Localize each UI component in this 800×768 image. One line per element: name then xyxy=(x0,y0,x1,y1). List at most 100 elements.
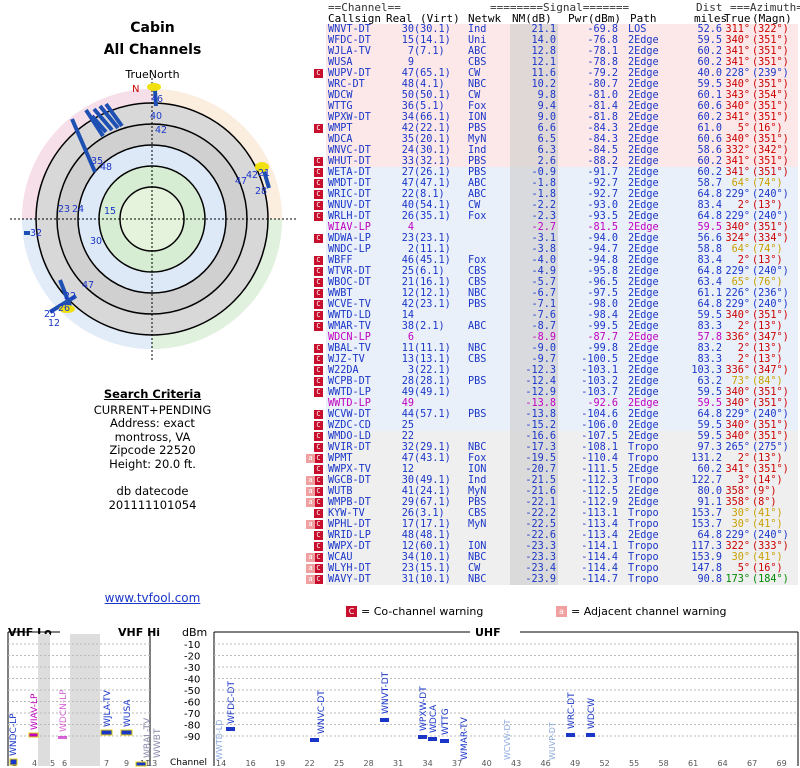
table-row[interactable]: WCAU 34 (10.1) NBC -23.3 -114.4 Tropo 153.9 30°(… xyxy=(306,552,800,563)
cell-virt: (54.1) xyxy=(414,200,451,211)
table-row[interactable]: WUSA 9 CBS 12.1 -78.8 2Edge 60.2 341° (351°) xyxy=(306,57,800,68)
vhf-hi-label: VHF Hi xyxy=(118,626,160,639)
table-row[interactable]: WRIC-DT 22 (8.1) ABC -1.8 -92.7 2Edge 64.8 229°(… xyxy=(306,189,800,200)
table-row[interactable]: WWPX-DT 12 (60.1) ION -23.3 -114.1 Tropo 117.3 3… xyxy=(306,541,800,552)
cell-virt: (45.1) xyxy=(414,255,451,266)
cell-callsign: WWTD-LP xyxy=(328,398,371,409)
cell-pwr: -88.2 xyxy=(587,156,618,167)
cell-path: 2Edge xyxy=(628,211,659,222)
table-row[interactable]: WWTD-LP 49 -13.8 -92.6 2Edge 59.5 340° (351°) xyxy=(306,398,800,409)
table-row[interactable]: WJLA-TV 7 (7.1) ABC 12.8 -78.1 2Edge 60.2 341° (3… xyxy=(306,46,800,57)
cell-virt: (29.1) xyxy=(414,442,451,453)
table-row[interactable]: WDCW 50 (50.1) CW 9.8 -81.0 2Edge 60.1 343° (354°… xyxy=(306,90,800,101)
table-row[interactable]: WDCN-LP 6 -8.9 -87.7 2Edge 57.8 336° (347°) xyxy=(306,332,800,343)
table-row[interactable]: WPXW-DT 34 (66.1) ION 9.0 -81.8 2Edge 60.2 341°(… xyxy=(306,112,800,123)
cell-path: 2Edge xyxy=(628,145,659,156)
table-row[interactable]: WAVY-DT 31 (10.1) NBC -23.9 -114.7 Tropo 90.8 17… xyxy=(306,574,800,585)
cell-callsign: WPMT xyxy=(328,453,353,464)
nm-shade xyxy=(510,563,558,574)
tvfool-link[interactable]: www.tvfool.com xyxy=(104,591,201,605)
cell-netwk: NBC xyxy=(468,552,487,563)
table-row[interactable]: WCPB-DT 28 (28.1) PBS -12.4 -103.2 2Edge 63.2 73… xyxy=(306,376,800,387)
table-row[interactable]: W22DA 3 (22.1) -12.3 -103.1 2Edge 103.3 336° (34… xyxy=(306,365,800,376)
table-row[interactable]: WBOC-DT 21 (16.1) CBS -5.7 -96.5 2Edge 63.4 65°(… xyxy=(306,277,800,288)
table-row[interactable]: WNUV-DT 40 (54.1) CW -2.2 -93.0 2Edge 83.4 2° (13… xyxy=(306,200,800,211)
cell-pwr: -104.6 xyxy=(581,409,618,420)
table-row[interactable]: WNDC-LP 2 (11.1) -3.8 -94.7 2Edge 58.8 64° (74°) xyxy=(306,244,800,255)
table-row[interactable]: WNVC-DT 24 (30.1) Ind 6.3 -84.5 2Edge 58.6 332°(… xyxy=(306,145,800,156)
cell-nm: 12.1 xyxy=(531,57,556,68)
table-row[interactable]: WLYH-DT 23 (15.1) CW -23.4 -114.4 Tropo 147.8 5°… xyxy=(306,563,800,574)
table-row[interactable]: WWTD-LD 14 -7.6 -98.4 2Edge 59.5 340° (351°) C xyxy=(306,310,800,321)
table-row[interactable]: WBFF 46 (45.1) Fox -4.0 -94.8 2Edge 83.4 2° (13°)… xyxy=(306,255,800,266)
spectrum-label-wdcw: WDCW xyxy=(587,698,597,729)
table-row[interactable]: WETA-DT 27 (26.1) PBS -0.9 -91.7 2Edge 60.2 341°… xyxy=(306,167,800,178)
table-row[interactable]: WJZ-TV 13 (13.1) CBS -9.7 -100.5 2Edge 83.3 2° (1… xyxy=(306,354,800,365)
cell-pwr: -96.5 xyxy=(587,277,618,288)
cell-nm: -8.9 xyxy=(531,332,556,343)
row-background xyxy=(326,310,798,321)
table-row[interactable]: WNVT-DT 30 (30.1) Ind 21.1 -69.8 LOS 52.6 311° (3… xyxy=(306,24,800,35)
cell-magn: (16°) xyxy=(752,563,783,574)
cell-virt: (66.1) xyxy=(414,112,451,123)
cell-netwk: ABC xyxy=(468,46,487,57)
table-row[interactable]: WVIR-DT 32 (29.1) NBC -17.3 -108.1 Tropo 97.3 26… xyxy=(306,442,800,453)
co-channel-warning: C xyxy=(314,454,323,463)
nm-shade xyxy=(510,442,558,453)
nm-shade xyxy=(510,145,558,156)
table-row[interactable]: WWPX-TV 12 ION -20.7 -111.5 2Edge 60.2 341° (351… xyxy=(306,464,800,475)
table-row[interactable]: WRID-LP 48 (48.1) -22.6 -113.4 2Edge 64.8 229°(… xyxy=(306,530,800,541)
cell-real: 34 xyxy=(401,112,414,123)
table-row[interactable]: WTTG 36 (5.1) Fox 9.4 -81.4 2Edge 60.6 340° (351°… xyxy=(306,101,800,112)
co-channel-warning: C xyxy=(314,322,323,331)
table-row[interactable]: WPHL-DT 17 (17.1) MyN -22.5 -113.4 Tropo 153.7 3… xyxy=(306,519,800,530)
table-row[interactable]: WMAR-TV 38 (2.1) ABC -8.7 -99.5 2Edge 83.3 2° (13… xyxy=(306,321,800,332)
table-row[interactable]: WMDO-LD 22 -16.6 -107.5 2Edge 59.5 340° (351°) C xyxy=(306,431,800,442)
adjacent-channel-warning: a xyxy=(306,476,315,485)
table-row[interactable]: WMPT 42 (22.1) PBS 6.6 -84.3 2Edge 61.0 5° (16°) C xyxy=(306,123,800,134)
table-row[interactable]: WCVW-DT 44 (57.1) PBS -13.8 -104.6 2Edge 64.8 22… xyxy=(306,409,800,420)
table-row[interactable]: WPMT 47 (43.1) Fox -19.5 -110.4 Tropo 131.2 2° (1… xyxy=(306,453,800,464)
table-row[interactable]: WCVE-TV 42 (23.1) PBS -7.1 -98.0 2Edge 64.8 229°… xyxy=(306,299,800,310)
row-background xyxy=(326,376,798,387)
cell-miles: 58.7 xyxy=(697,178,722,189)
cell-path: 2Edge xyxy=(628,156,659,167)
table-row[interactable]: WZDC-CD 25 -15.2 -106.0 2Edge 59.5 340° (351°) C xyxy=(306,420,800,431)
cell-callsign: WCAU xyxy=(328,552,353,563)
table-row[interactable]: WTVR-DT 25 (6.1) CBS -4.9 -95.8 2Edge 64.8 229°(… xyxy=(306,266,800,277)
table-row[interactable]: KYW-TV 26 (3.1) CBS -22.2 -113.1 Tropo 153.7 30°… xyxy=(306,508,800,519)
table-row[interactable]: WWBT 12 (12.1) NBC -6.7 -97.5 2Edge 61.1 226° (23… xyxy=(306,288,800,299)
criteria-line: montross, VA xyxy=(114,429,191,444)
cell-virt: (6.1) xyxy=(414,266,445,277)
table-row[interactable]: WBAL-TV 11 (11.1) NBC -9.0 -99.8 2Edge 83.2 2° (1… xyxy=(306,343,800,354)
table-row[interactable]: WMDT-DT 47 (47.1) ABC -1.8 -92.7 2Edge 58.7 64°(… xyxy=(306,178,800,189)
table-row[interactable]: WWTD-LP 49 (49.1) -12.9 -103.7 2Edge 59.5 340°(… xyxy=(306,387,800,398)
cell-true: 340° xyxy=(725,398,750,409)
cell-callsign: WDCN-LP xyxy=(328,332,371,343)
table-row[interactable]: WHUT-DT 33 (32.1) PBS 2.6 -88.2 2Edge 60.2 341°(… xyxy=(306,156,800,167)
table-row[interactable]: WFDC-DT 15 (14.1) Uni 14.0 -76.8 2Edge 59.5 340°… xyxy=(306,35,800,46)
table-row[interactable]: WRLH-DT 26 (35.1) Fox -2.3 -93.5 2Edge 64.8 229°… xyxy=(306,211,800,222)
spectrum-label-wdca: WDCA xyxy=(429,704,439,733)
cell-miles: 83.3 xyxy=(697,321,722,332)
cell-pwr: -81.8 xyxy=(587,112,618,123)
cell-nm: 10.2 xyxy=(531,79,556,90)
table-row[interactable]: WUTB 41 (24.1) MyN -21.6 -112.5 2Edge 80.0 358°(… xyxy=(306,486,800,497)
table-row[interactable]: WUPV-DT 47 (65.1) CW 11.6 -79.2 2Edge 40.0 228°(… xyxy=(306,68,800,79)
cell-magn: (84°) xyxy=(752,376,783,387)
table-row[interactable]: WDCA 35 (20.1) MyN 6.5 -84.3 2Edge 60.6 340° (351… xyxy=(306,134,800,145)
adjacent-channel-warning: a xyxy=(306,498,315,507)
table-row[interactable]: WMPB-DT 29 (67.1) PBS -22.1 -112.9 2Edge 91.1 35… xyxy=(306,497,800,508)
cell-real: 22 xyxy=(401,431,414,442)
cell-nm: 6.3 xyxy=(537,145,556,156)
spectrum-mark-wrc xyxy=(566,733,575,737)
nm-shade xyxy=(510,574,558,585)
table-row[interactable]: WIAV-LP 4 -2.7 -81.5 2Edge 59.5 340° (351°) xyxy=(306,222,800,233)
spectrum-mark-wndc xyxy=(9,758,18,766)
nm-shade xyxy=(510,541,558,552)
cell-true: 5° xyxy=(737,563,750,574)
cell-magn: (351°) xyxy=(752,134,789,145)
table-row[interactable]: WGCB-DT 30 (49.1) Ind -21.5 -112.3 Tropo 122.7 3… xyxy=(306,475,800,486)
table-row[interactable]: WDWA-LP 23 (23.1) -3.1 -94.0 2Edge 56.6 324° (33… xyxy=(306,233,800,244)
table-row[interactable]: WRC-DT 48 (4.1) NBC 10.2 -80.7 2Edge 59.5 340° (3… xyxy=(306,79,800,90)
